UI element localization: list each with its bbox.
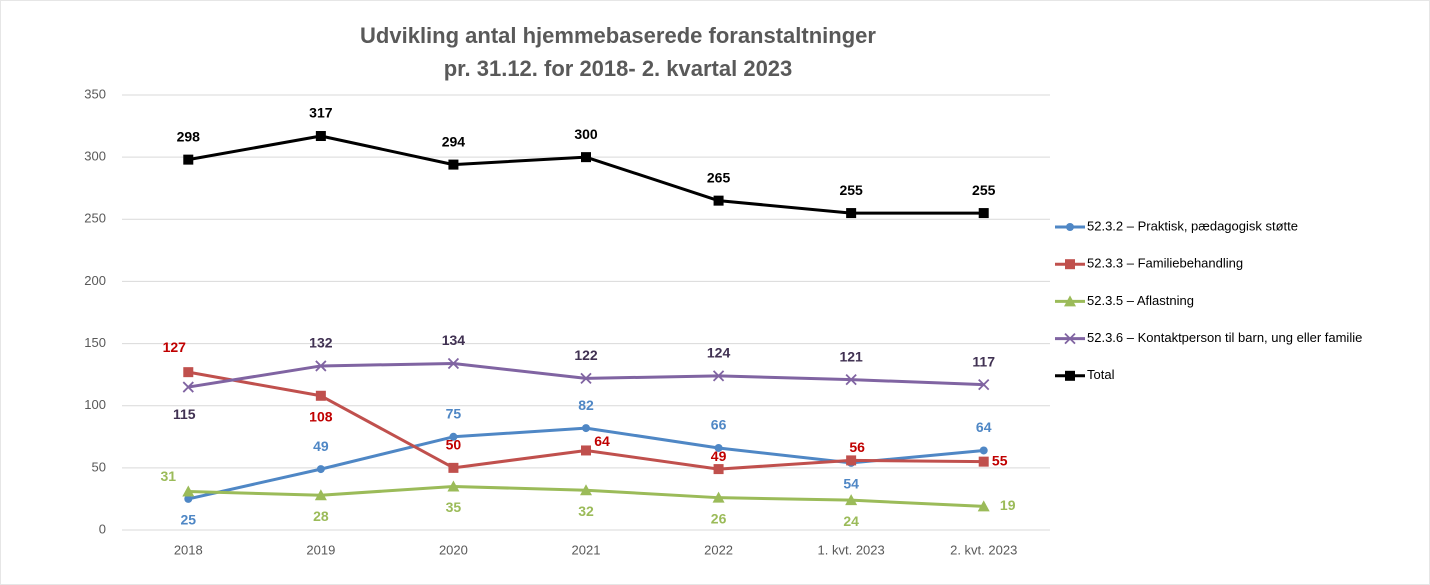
data-label: 317 (309, 105, 333, 121)
x-tick-label: 1. kvt. 2023 (818, 542, 885, 557)
marker (979, 446, 988, 455)
y-tick-label: 300 (84, 149, 106, 164)
marker (449, 432, 458, 441)
marker (182, 485, 195, 497)
marker (1065, 259, 1075, 270)
data-label: 294 (442, 133, 466, 149)
marker (184, 494, 193, 503)
marker (846, 455, 857, 466)
data-label: 75 (446, 405, 462, 421)
data-label: 115 (173, 406, 196, 422)
marker (580, 484, 592, 496)
data-label: 298 (177, 128, 201, 144)
data-label: 26 (711, 510, 727, 526)
x-tick-label: 2. kvt. 2023 (950, 542, 1017, 557)
data-label: 82 (578, 397, 594, 413)
data-label: 108 (309, 408, 333, 424)
chart-title: Udvikling antal hjemmebaserede foranstal… (360, 23, 876, 48)
data-label: 49 (313, 438, 329, 454)
data-label: 24 (843, 513, 859, 529)
marker (316, 465, 325, 474)
marker (1064, 332, 1076, 345)
marker (1066, 223, 1074, 231)
data-label: 134 (442, 332, 466, 348)
marker (448, 159, 459, 170)
data-label: 121 (839, 348, 863, 364)
data-label: 265 (707, 169, 731, 185)
y-tick-label: 250 (84, 211, 106, 226)
data-label: 124 (707, 345, 731, 361)
marker (713, 195, 724, 206)
data-label: 122 (574, 347, 598, 363)
marker (448, 462, 459, 473)
legend-label: Total (1087, 367, 1115, 382)
data-label: 35 (446, 499, 462, 515)
legend-label: 52.3.3 – Familiebehandling (1087, 256, 1243, 271)
x-tick-label: 2021 (572, 542, 601, 557)
data-label: 64 (594, 433, 610, 449)
data-label: 56 (849, 439, 865, 455)
y-tick-label: 150 (84, 335, 106, 350)
data-label: 50 (446, 437, 462, 453)
marker (977, 500, 990, 512)
marker (712, 491, 725, 503)
marker (314, 489, 327, 501)
marker (315, 131, 326, 142)
data-label: 54 (843, 476, 859, 492)
data-label: 64 (976, 419, 992, 435)
data-label: 49 (711, 448, 727, 464)
marker (846, 208, 857, 219)
marker (447, 357, 460, 370)
data-label: 300 (574, 126, 598, 142)
data-label: 127 (163, 339, 187, 355)
marker (580, 372, 592, 385)
y-tick-label: 50 (92, 459, 106, 474)
x-tick-label: 2018 (174, 542, 203, 557)
marker (581, 445, 591, 456)
marker (1065, 370, 1075, 381)
x-tick-label: 2019 (306, 542, 335, 557)
y-tick-label: 100 (84, 397, 106, 412)
marker (713, 464, 724, 475)
marker (315, 390, 326, 401)
data-label: 255 (972, 182, 996, 198)
data-label: 117 (972, 353, 995, 369)
marker (183, 154, 194, 165)
x-tick-label: 2022 (704, 542, 733, 557)
y-tick-label: 0 (99, 521, 106, 536)
x-tick-label: 2020 (439, 542, 468, 557)
data-label: 32 (578, 503, 594, 519)
data-label: 255 (839, 182, 863, 198)
legend-label: 52.3.2 – Praktisk, pædagogisk støtte (1087, 218, 1298, 233)
data-label: 19 (1000, 497, 1016, 513)
data-label: 55 (992, 452, 1008, 468)
legend-label: 52.3.6 – Kontaktperson til barn, ung ell… (1087, 330, 1362, 345)
marker (712, 370, 725, 382)
data-label: 31 (160, 468, 176, 484)
marker (447, 480, 460, 492)
y-tick-label: 350 (84, 86, 106, 101)
marker (183, 367, 194, 378)
marker (845, 373, 857, 386)
marker (582, 424, 590, 433)
marker (845, 494, 858, 506)
marker (315, 360, 327, 372)
marker (978, 208, 989, 219)
marker (978, 378, 990, 391)
legend-label: 52.3.5 – Aflastning (1087, 293, 1194, 308)
data-label: 66 (711, 417, 727, 433)
y-tick-label: 200 (84, 273, 106, 288)
marker (182, 381, 194, 393)
data-label: 25 (180, 512, 196, 528)
data-label: 28 (313, 508, 329, 524)
marker (581, 152, 591, 163)
chart-title: pr. 31.12. for 2018- 2. kvartal 2023 (444, 56, 793, 81)
marker (978, 456, 989, 467)
marker (1064, 295, 1076, 307)
data-label: 132 (309, 335, 333, 351)
marker (714, 443, 723, 452)
